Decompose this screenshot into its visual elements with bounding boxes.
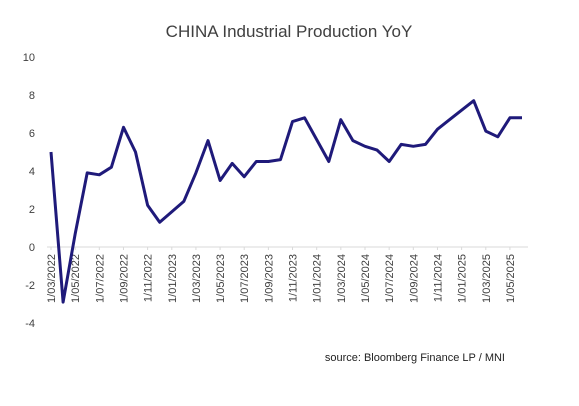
y-tick-label: -4 xyxy=(25,318,35,330)
x-tick-label: 1/05/2022 xyxy=(70,254,82,303)
y-tick-label: 10 xyxy=(23,52,35,64)
x-tick-label: 1/11/2022 xyxy=(143,254,155,302)
y-tick-label: 4 xyxy=(29,166,35,178)
x-tick-label: 1/03/2025 xyxy=(481,254,493,303)
x-tick-label: 1/01/2024 xyxy=(312,254,324,303)
x-tick-label: 1/03/2022 xyxy=(46,254,58,303)
y-tick-label: -2 xyxy=(25,280,35,292)
x-tick-label: 1/11/2024 xyxy=(432,254,444,302)
x-tick-label: 1/05/2024 xyxy=(360,254,372,303)
x-tick-label: 1/07/2022 xyxy=(94,254,106,303)
y-tick-label: 0 xyxy=(29,242,35,254)
x-tick-label: 1/03/2024 xyxy=(336,254,348,303)
x-axis: 1/03/2022 1/05/2022 1/07/2022 1/09/2022 1/11… xyxy=(46,247,517,303)
x-tick-label: 1/05/2025 xyxy=(505,254,517,303)
chart-title: CHINA Industrial Production YoY xyxy=(166,22,413,41)
source-note: source: Bloomberg Finance LP / MNI xyxy=(325,352,505,364)
x-tick-label: 1/01/2025 xyxy=(457,254,469,303)
y-tick-label: 8 xyxy=(29,90,35,102)
x-tick-label: 1/09/2022 xyxy=(118,254,130,303)
y-axis: 10 8 6 4 2 0 -2 -4 xyxy=(23,52,35,330)
series-line xyxy=(49,99,522,304)
y-tick-label: 6 xyxy=(29,128,35,140)
x-tick-label: 1/07/2023 xyxy=(239,254,251,303)
x-tick-label: 1/03/2023 xyxy=(191,254,203,303)
x-tick-label: 1/09/2024 xyxy=(408,254,420,303)
y-tick-label: 2 xyxy=(29,204,35,216)
x-tick-label: 1/09/2023 xyxy=(263,254,275,303)
x-tick-label: 1/05/2023 xyxy=(215,254,227,303)
x-tick-label: 1/11/2023 xyxy=(288,254,300,302)
x-tick-label: 1/07/2024 xyxy=(384,254,396,303)
x-tick-label: 1/01/2023 xyxy=(167,254,179,303)
